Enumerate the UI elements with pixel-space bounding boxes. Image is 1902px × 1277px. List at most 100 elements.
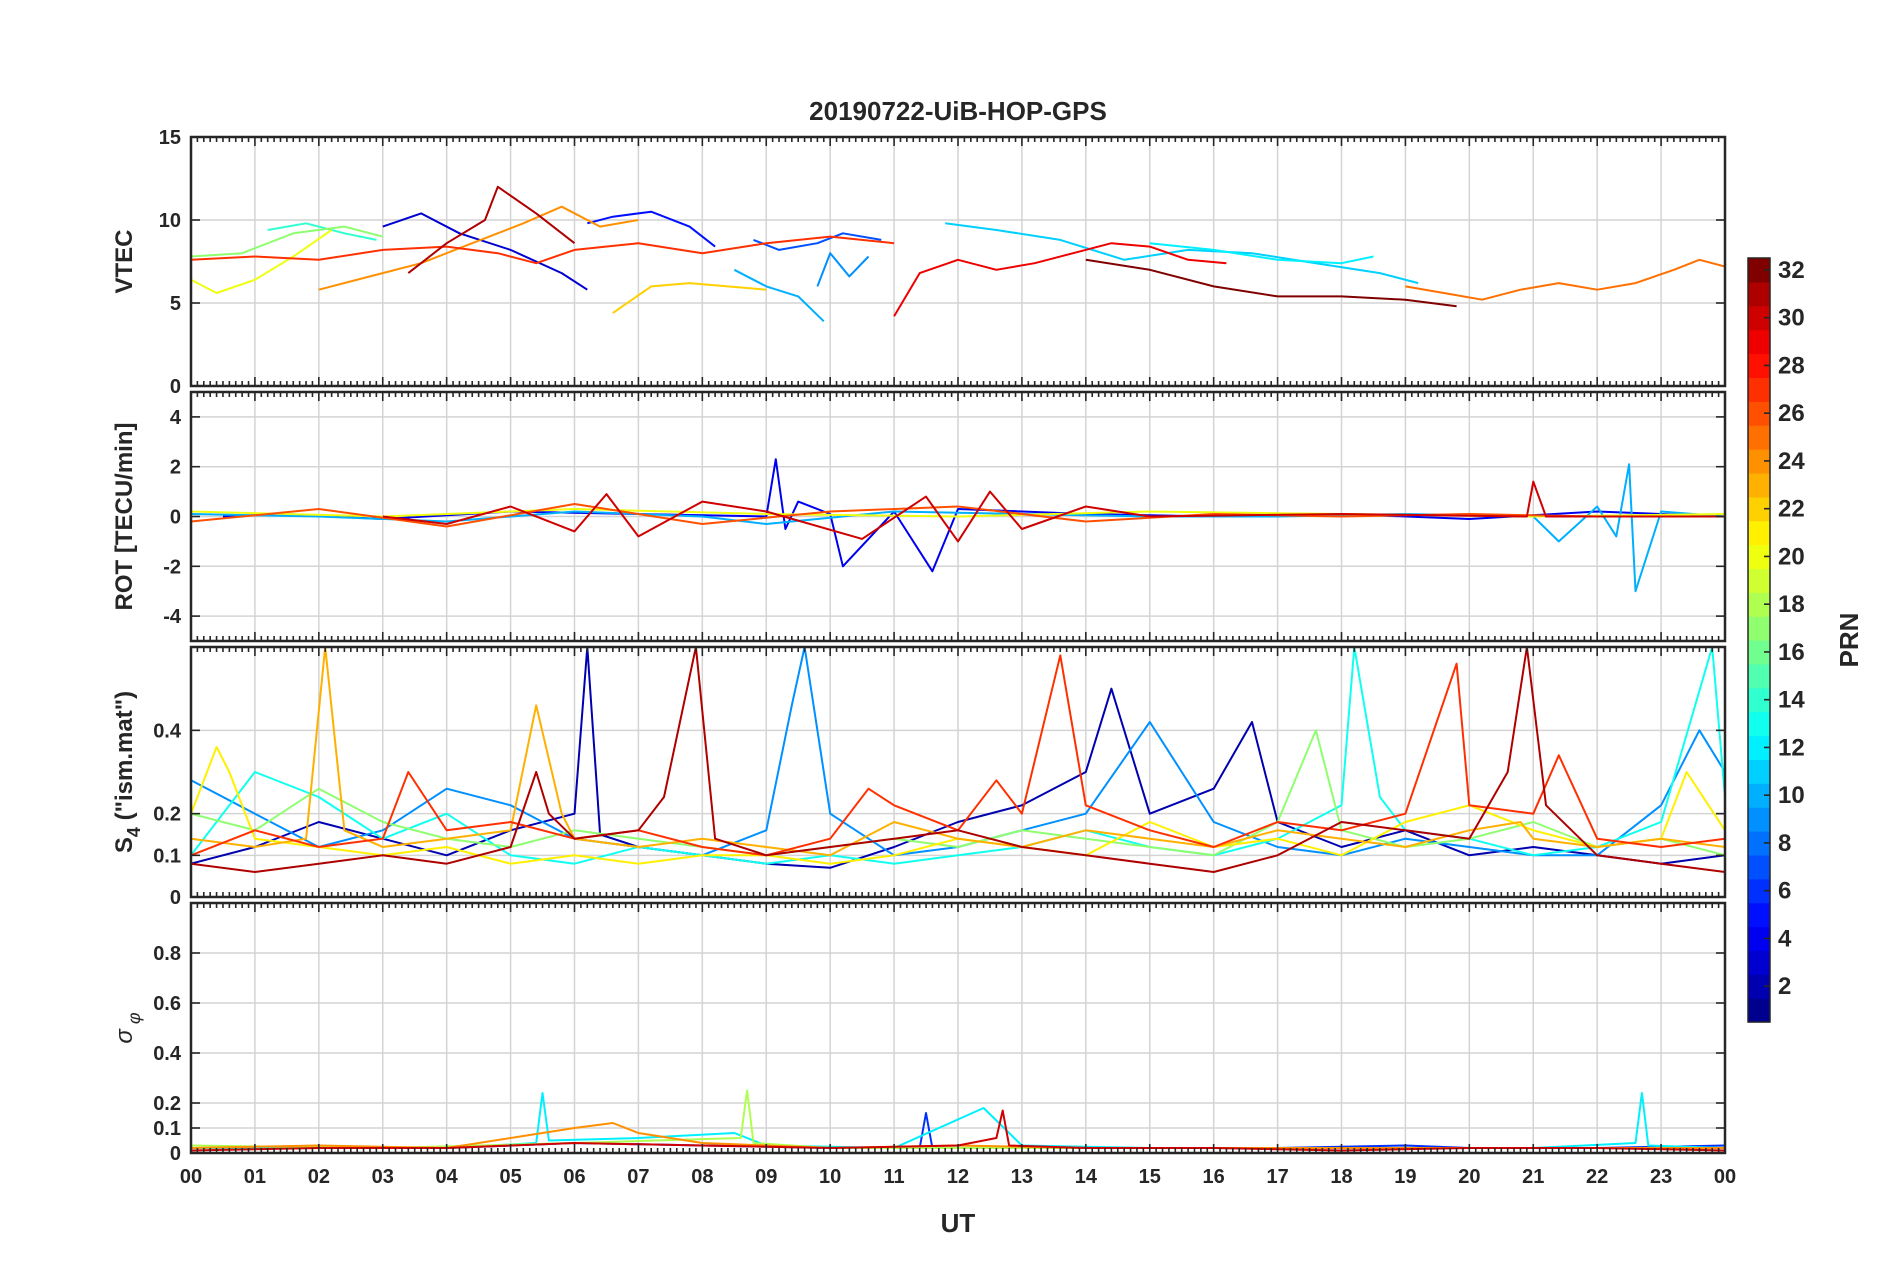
colorbar-swatch: [1748, 377, 1770, 402]
colorbar-swatch: [1748, 568, 1770, 593]
colorbar-swatch: [1748, 449, 1770, 474]
panel-s4: 0 0.1 0.2 0.4 S4 ("ism.mat"): [111, 645, 1727, 909]
x-tick-label: 07: [627, 1166, 649, 1188]
colorbar-tick-label: 10: [1778, 782, 1805, 809]
y-tick-label: -2: [163, 556, 181, 578]
panel-sigma-phi: 0 0.1 0.2 0.4 0.6 0.8 σ φ 00 01 02 03 04 05 06 07 08 09 1…: [111, 901, 1736, 1188]
colorbar-tick-label: 6: [1778, 878, 1791, 905]
colorbar-swatch: [1748, 663, 1770, 689]
y-tick-label: 4: [170, 407, 182, 429]
colorbar-tick-label: 4: [1778, 925, 1792, 952]
x-tick-label: 13: [1011, 1166, 1033, 1188]
series-line-prn-20: [191, 229, 333, 294]
colorbar-swatch: [1748, 687, 1770, 713]
series-line-prn-22: [612, 282, 767, 314]
series-line-prn-7: [753, 232, 882, 251]
x-tick-label: 00: [180, 1166, 202, 1188]
colorbar-swatch: [1748, 711, 1770, 737]
y-axis-label: S4 ("ism.mat"): [111, 691, 144, 853]
x-tick-label: 22: [1586, 1166, 1608, 1188]
series-line-prn-25: [1405, 258, 1725, 301]
colorbar-swatch: [1748, 258, 1770, 283]
x-tick-label: 19: [1394, 1166, 1416, 1188]
y-tick-label: 0.4: [153, 720, 182, 742]
series-line-prn-31: [191, 647, 1725, 873]
series-line-prn-32: [1085, 258, 1457, 308]
series-line-prn-27: [191, 654, 1725, 857]
series-line-prn-3: [382, 212, 588, 291]
colorbar-swatch: [1748, 496, 1770, 522]
y-tick-label: 0: [170, 1143, 181, 1165]
colorbar-tick-label: 14: [1778, 687, 1805, 714]
y-tick-label: 0.1: [153, 845, 181, 867]
colorbar-swatch: [1748, 353, 1770, 378]
colorbar-tick-label: 26: [1778, 400, 1805, 427]
colorbar-swatch: [1748, 544, 1770, 569]
series-line-prn-23: [191, 647, 1725, 857]
x-tick-label: 10: [819, 1166, 841, 1188]
colorbar-swatch: [1748, 329, 1770, 355]
x-tick-label: 06: [563, 1166, 585, 1188]
x-tick-label: 17: [1266, 1166, 1288, 1188]
x-tick-label: 08: [691, 1166, 713, 1188]
y-tick-label: 0: [170, 507, 181, 529]
y-tick-label: 0: [170, 887, 181, 909]
x-tick-label: 18: [1330, 1166, 1352, 1188]
x-axis-label: UT: [941, 1208, 976, 1238]
colorbar-swatch: [1748, 854, 1770, 880]
colorbar-swatch: [1748, 878, 1770, 904]
x-tick-label: 23: [1650, 1166, 1672, 1188]
colorbar-swatch: [1748, 401, 1770, 426]
colorbar-tick-label: 22: [1778, 496, 1805, 523]
colorbar-tick-label: 16: [1778, 639, 1805, 666]
series-line-prn-11: [945, 222, 1419, 285]
colorbar-swatch: [1748, 592, 1770, 617]
series-line-prn-10: [733, 268, 825, 323]
series-group: [191, 458, 1725, 593]
colorbar-swatch: [1748, 998, 1770, 1023]
x-tick-label: 00: [1714, 1166, 1736, 1188]
x-tick-label: 09: [755, 1166, 777, 1188]
series-line-prn-27: [191, 235, 895, 265]
series-line-prn-9: [191, 647, 1725, 857]
colorbar-swatch: [1748, 759, 1770, 784]
y-tick-label: 0.2: [153, 1093, 181, 1115]
colorbar-swatch: [1748, 783, 1770, 808]
series-line-prn-5: [587, 210, 716, 248]
y-tick-label: 0.1: [153, 1118, 181, 1140]
colorbar-swatch: [1748, 640, 1770, 665]
colorbar-swatch: [1748, 616, 1770, 641]
x-tick-label: 05: [499, 1166, 521, 1188]
x-tick-label: 20: [1458, 1166, 1480, 1188]
colorbar-swatch: [1748, 974, 1770, 999]
colorbar-swatch: [1748, 425, 1770, 450]
axes-frame: [189, 390, 1727, 643]
colorbar-swatch: [1748, 735, 1770, 760]
y-tick-label: 0.2: [153, 804, 181, 826]
y-axis-label: VTEC: [111, 229, 138, 293]
series-line-prn-2: [191, 647, 1725, 869]
y-tick-label: 0.4: [153, 1043, 182, 1065]
colorbar-swatch: [1748, 305, 1770, 331]
series-line-prn-29: [893, 242, 1227, 317]
colorbar-swatch: [1748, 950, 1770, 975]
series-group: [191, 185, 1725, 323]
x-tick-label: 03: [372, 1166, 394, 1188]
x-tick-label: 16: [1203, 1166, 1225, 1188]
y-tick-label: 15: [159, 127, 181, 149]
y-axis-label: ROT [TECU/min]: [111, 423, 138, 611]
series-line-prn-9: [816, 252, 870, 287]
y-tick-label: 5: [170, 293, 181, 315]
colorbar-swatch: [1748, 902, 1770, 928]
series-line-prn-31: [407, 185, 576, 274]
x-tick-label: 15: [1139, 1166, 1161, 1188]
y-tick-label: 2: [170, 457, 181, 479]
colorbar-label: PRN: [1834, 613, 1864, 668]
colorbar-tick-label: 20: [1778, 543, 1805, 570]
y-tick-label: -4: [163, 606, 182, 628]
x-tick-label: 14: [1075, 1166, 1098, 1188]
axes-frame: [189, 135, 1727, 388]
series-line-prn-12: [1149, 242, 1374, 265]
